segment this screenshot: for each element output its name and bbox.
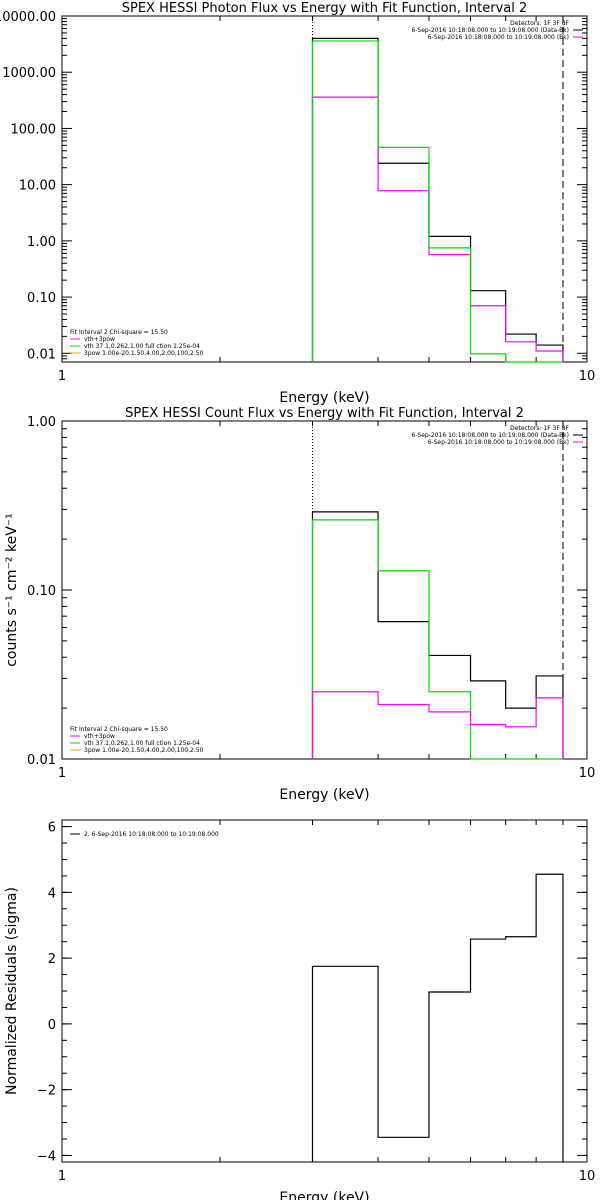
x-tick-label: 10 [579, 369, 596, 384]
y-tick-label: 0 [48, 1018, 56, 1033]
series-step-line [311, 519, 563, 760]
y-tick-label: 1000.00 [2, 66, 56, 81]
series-step-line [311, 691, 564, 759]
y-tick-label: 0.10 [27, 291, 56, 306]
plot-frame [61, 15, 588, 363]
legend-entry: 6-Sep-2016 10:18:08.000 to 10:19:08.000 … [428, 439, 569, 446]
y-tick-label: 10000.00 [0, 10, 56, 25]
y-tick-label: 1.00 [27, 415, 56, 430]
chart-title: SPEX HESSI Photon Flux vs Energy with Fi… [122, 1, 528, 16]
y-tick-label: 4 [48, 886, 56, 901]
legend-entry: Fit Interval 2 Chi-square = 15.50 [70, 329, 168, 336]
legend-entry: vth+3pow [84, 336, 115, 343]
legend-entry: vth 37.1,0.262,1.00 full ction 1.25e-04 [84, 740, 200, 747]
legend-entry: 3pow 1.00e-20,1.50,4.00,2.00,100,2.50 [84, 350, 204, 357]
series-step-line [311, 40, 563, 363]
x-tick-label: 10 [579, 766, 596, 781]
legend-entry: 6-Sep-2016 10:18:08.000 to 10:19:08.000 … [411, 432, 569, 439]
x-tick-label: 1 [58, 369, 66, 384]
x-axis-label: Energy (keV) [279, 390, 369, 406]
y-tick-label: −2 [37, 1084, 56, 1099]
y-tick-label: 2 [48, 952, 56, 967]
y-tick-label: 0.10 [27, 584, 56, 599]
legend-entry: Detectors: 1F 3F 8F [510, 20, 569, 27]
x-tick-label: 1 [58, 1169, 66, 1184]
y-tick-label: 1.00 [27, 235, 56, 250]
legend-entry: Fit Interval 2 Chi-square = 15.50 [70, 726, 168, 733]
legend-entry: vth+3pow [84, 733, 115, 740]
x-axis-label: Energy (keV) [279, 787, 369, 803]
legend-entry: 2. 6-Sep-2016 10:18:08.000 to 10:19:08.0… [84, 831, 219, 838]
legend-entry: 3pow 1.00e-20,1.50,4.00,2.00,100,2.50 [84, 747, 204, 754]
legend-entry: 6-Sep-2016 10:18:08.000 to 10:19:08.000 … [428, 34, 569, 41]
series-step-line [311, 37, 564, 362]
y-tick-label: 0.01 [27, 347, 56, 362]
series-step-line [311, 511, 564, 759]
y-tick-label: 100.00 [11, 122, 57, 137]
series-step-line [311, 873, 564, 1162]
x-tick-label: 10 [579, 1169, 596, 1184]
legend-entry: 6-Sep-2016 10:18:08.000 to 10:19:08.000 … [411, 27, 569, 34]
y-axis-label: counts s⁻¹ cm⁻² keV⁻¹ [4, 513, 20, 667]
y-tick-label: 10.00 [19, 179, 56, 194]
series-step-line [311, 96, 564, 362]
y-tick-label: −4 [37, 1149, 56, 1164]
x-axis-label: Energy (keV) [279, 1190, 369, 1200]
x-tick-label: 1 [58, 766, 66, 781]
plot-frame [61, 819, 588, 1163]
y-tick-label: 0.01 [27, 753, 56, 768]
legend-entry: Detectors: 1F 3F 8F [510, 425, 569, 432]
chart-title: SPEX HESSI Count Flux vs Energy with Fit… [125, 406, 524, 421]
legend-entry: vth 37.1,0.262,1.00 full ction 1.25e-04 [84, 343, 200, 350]
y-tick-label: 6 [48, 821, 56, 836]
y-axis-label: Normalized Residuals (sigma) [4, 887, 20, 1095]
